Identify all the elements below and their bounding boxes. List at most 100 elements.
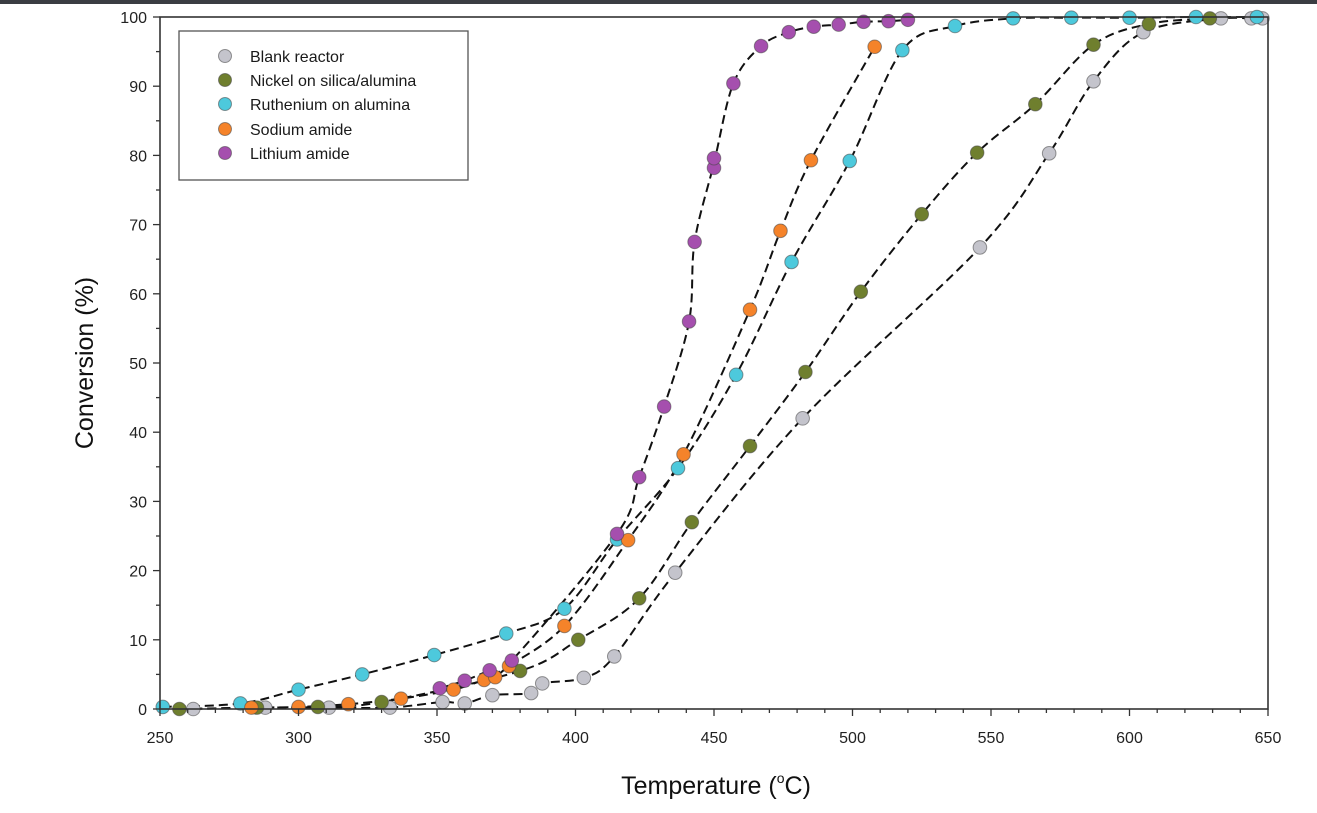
data-point-lithium-amide [900, 12, 916, 28]
data-point-nickel-on-silica-alumina [1028, 96, 1043, 112]
data-point-blank-reactor [972, 240, 988, 255]
data-point-sodium-amide [341, 696, 356, 712]
data-point-ruthenium-on-alumina [842, 153, 858, 169]
data-point-nickel-on-silica-alumina [798, 364, 813, 380]
y-tick-label: 0 [138, 702, 147, 719]
data-point-blank-reactor [576, 670, 592, 686]
data-point-lithium-amide [631, 469, 647, 485]
x-axis-title-main: Temperature ( [621, 772, 777, 800]
legend-label-lithium-amide: Lithium amide [250, 146, 350, 163]
data-point-nickel-on-silica-alumina [1086, 37, 1101, 52]
data-point-blank-reactor [523, 685, 539, 701]
data-point-ruthenium-on-alumina [498, 626, 514, 641]
data-point-sodium-amide [773, 223, 788, 239]
y-tick-label: 100 [120, 10, 147, 27]
legend-item-ruthenium: Ruthenium on alumina [218, 97, 410, 114]
data-point-ruthenium-on-alumina [728, 367, 744, 383]
x-axis-title: Temperature (oC) [621, 770, 811, 800]
data-point-lithium-amide [806, 19, 822, 34]
data-point-nickel-on-silica-alumina [631, 590, 647, 606]
y-tick-label: 50 [129, 356, 147, 373]
data-point-lithium-amide [687, 234, 702, 250]
data-point-nickel-on-silica-alumina [969, 145, 985, 160]
data-point-ruthenium-on-alumina [1005, 11, 1021, 26]
y-tick-label: 80 [129, 148, 147, 165]
data-point-lithium-amide [504, 653, 520, 668]
data-point-sodium-amide [620, 532, 636, 548]
data-point-ruthenium-on-alumina [557, 601, 572, 616]
data-point-lithium-amide [482, 662, 497, 678]
x-tick-label: 650 [1255, 730, 1282, 747]
y-tick-label: 60 [129, 287, 147, 304]
x-tick-label: 500 [839, 730, 866, 747]
x-tick-label: 600 [1116, 730, 1143, 747]
data-point-ruthenium-on-alumina [947, 18, 963, 34]
legend-label-ruthenium: Ruthenium on alumina [250, 97, 410, 114]
y-axis: 0 10 20 30 40 50 60 70 80 90 100 [120, 10, 160, 719]
x-tick-label: 550 [978, 730, 1005, 747]
legend-marker-ruthenium [218, 97, 232, 111]
data-point-lithium-amide [726, 76, 741, 91]
legend-marker-lithium-amide [218, 146, 232, 160]
data-point-lithium-amide [432, 680, 448, 696]
x-tick-label: 300 [285, 730, 312, 747]
data-point-ruthenium-on-alumina [784, 254, 799, 270]
data-point-sodium-amide [557, 618, 572, 634]
legend-item-nickel: Nickel on silica/alumina [218, 73, 416, 90]
data-point-lithium-amide [753, 38, 769, 54]
data-point-nickel-on-silica-alumina [1202, 11, 1218, 26]
data-point-lithium-amide [656, 399, 672, 414]
data-point-sodium-amide [867, 39, 882, 55]
data-point-blank-reactor [795, 411, 810, 426]
x-axis: 250 300 350 400 450 500 550 600 650 [147, 709, 1282, 747]
data-point-blank-reactor [606, 649, 622, 664]
data-point-blank-reactor [534, 676, 550, 691]
legend: Blank reactor Nickel on silica/alumina R… [178, 30, 469, 181]
x-tick-label: 450 [701, 730, 728, 747]
data-point-sodium-amide [393, 691, 409, 706]
legend-item-blank-reactor: Blank reactor [218, 49, 345, 66]
data-point-lithium-amide [856, 14, 871, 30]
data-point-ruthenium-on-alumina [291, 682, 306, 697]
data-point-sodium-amide [676, 447, 691, 462]
data-point-sodium-amide [803, 152, 819, 168]
series-ruthenium-on-alumina [155, 9, 1265, 715]
data-point-blank-reactor [667, 565, 683, 580]
data-point-nickel-on-silica-alumina [310, 699, 326, 715]
x-axis-title-suffix: C) [785, 772, 811, 800]
data-point-sodium-amide [244, 700, 259, 715]
data-point-lithium-amide [781, 24, 797, 40]
data-point-blank-reactor [485, 687, 500, 703]
data-point-blank-reactor [1086, 74, 1101, 89]
data-point-nickel-on-silica-alumina [684, 514, 700, 530]
data-point-blank-reactor [435, 694, 450, 710]
data-point-ruthenium-on-alumina [895, 42, 910, 58]
data-point-lithium-amide [831, 17, 846, 32]
legend-label-blank-reactor: Blank reactor [250, 49, 345, 66]
data-point-blank-reactor [1041, 146, 1057, 161]
legend-marker-blank-reactor [218, 49, 232, 63]
data-point-lithium-amide [457, 673, 473, 688]
y-axis-title: Conversion (%) [71, 277, 99, 449]
data-point-nickel-on-silica-alumina [374, 694, 389, 710]
legend-label-nickel: Nickel on silica/alumina [250, 73, 416, 90]
legend-label-sodium-amide: Sodium amide [250, 122, 352, 139]
data-point-nickel-on-silica-alumina [914, 206, 930, 222]
x-axis-title-sup: o [777, 770, 785, 786]
y-tick-label: 40 [129, 425, 147, 442]
data-point-ruthenium-on-alumina [426, 647, 442, 663]
data-point-lithium-amide [681, 314, 697, 329]
data-point-ruthenium-on-alumina [670, 460, 686, 476]
legend-marker-sodium-amide [218, 122, 232, 136]
data-point-ruthenium-on-alumina [155, 699, 171, 715]
y-tick-label: 30 [129, 494, 147, 511]
legend-marker-nickel [218, 73, 232, 87]
y-tick-label: 10 [129, 633, 147, 650]
data-point-lithium-amide [609, 526, 625, 542]
window-top-bar [0, 0, 1317, 4]
y-tick-label: 90 [129, 79, 147, 96]
data-point-ruthenium-on-alumina [354, 667, 370, 682]
x-tick-label: 400 [562, 730, 589, 747]
fit-curve-blank-reactor [193, 16, 1263, 710]
data-point-sodium-amide [446, 682, 461, 697]
